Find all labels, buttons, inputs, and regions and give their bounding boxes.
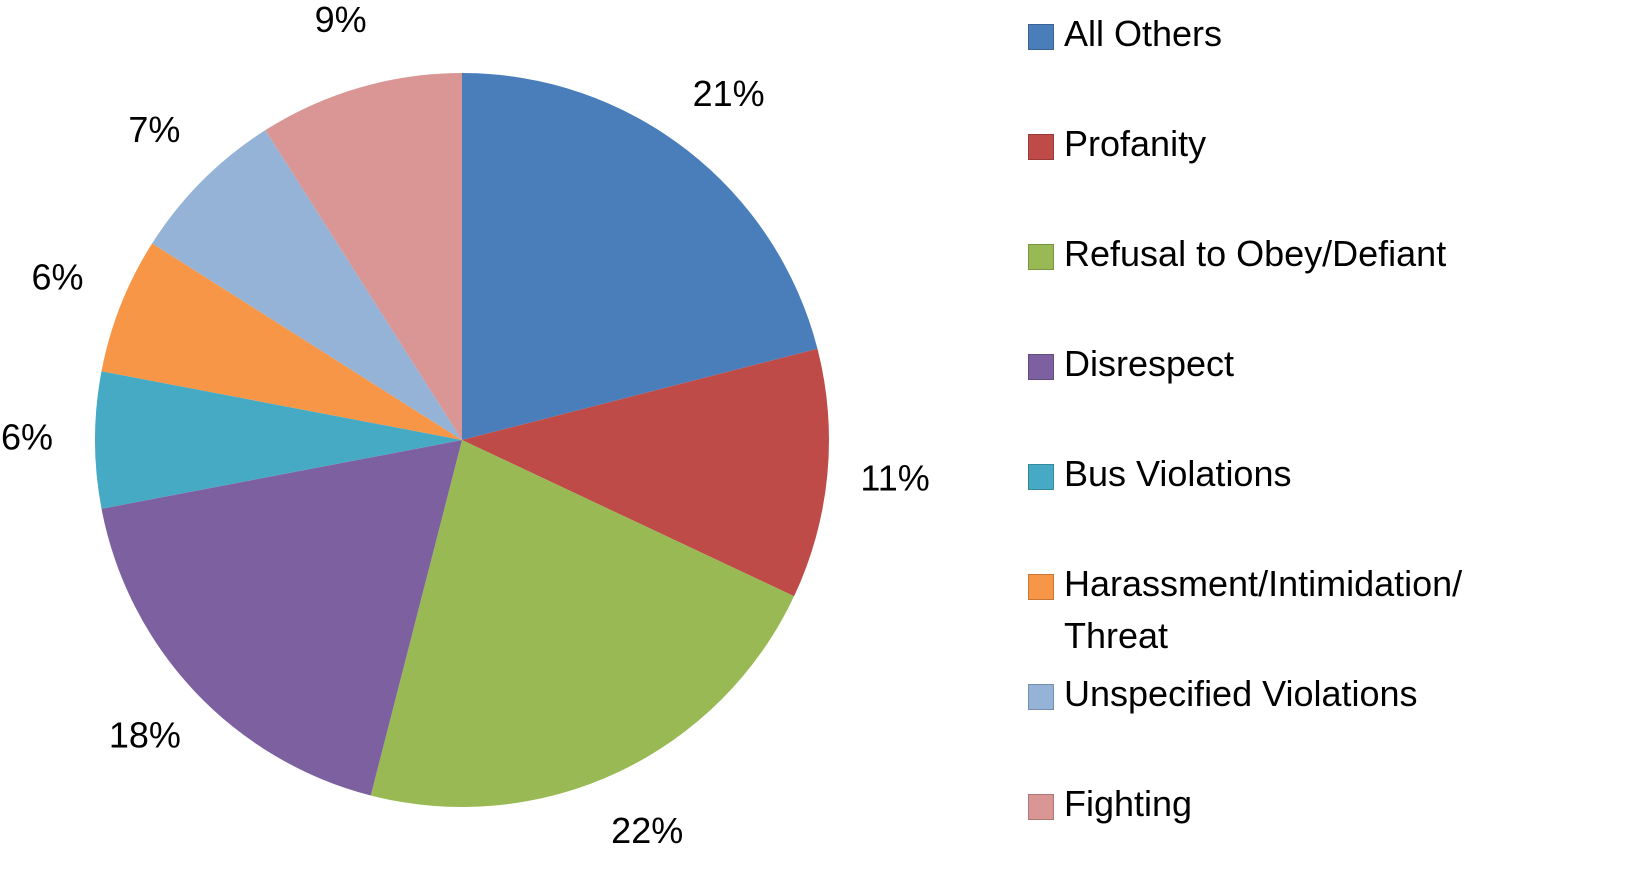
legend-label: Unspecified Violations [1064, 673, 1418, 714]
legend-label: Profanity [1064, 123, 1207, 164]
pie-slice [462, 348, 829, 597]
pie-slice [370, 440, 795, 807]
legend-swatch [1028, 244, 1054, 270]
legend-label: Refusal to Obey/Defiant [1064, 233, 1447, 274]
data-label: 7% [128, 109, 180, 150]
legend-label: Bus Violations [1064, 453, 1292, 494]
legend-item: Fighting [1028, 783, 1564, 830]
legend-label: Disrespect [1064, 343, 1235, 384]
pie-slice [462, 73, 818, 440]
data-label: 6% [32, 256, 84, 297]
legend-item: Unspecified Violations [1028, 673, 1564, 720]
data-label: 18% [109, 714, 181, 755]
data-label: 6% [1, 417, 53, 458]
chart: 21% 11% 22% 18% 6% 6% 7% 9% [1, 0, 930, 851]
legend-swatch [1028, 574, 1054, 600]
legend-item: Disrespect [1028, 343, 1564, 390]
legend-label: Fighting [1064, 783, 1193, 824]
legend-swatch [1028, 134, 1054, 160]
legend-swatch [1028, 794, 1054, 820]
legend-swatch [1028, 24, 1054, 50]
legend-item: Bus Violations [1028, 453, 1564, 500]
legend-item: All Others [1028, 13, 1564, 60]
data-label: 22% [611, 810, 683, 851]
legend-item: Harassment/Intimidation/ Threat [1028, 563, 1564, 662]
pie-slice [265, 73, 462, 440]
pie-slice [101, 243, 462, 440]
legend-label: All Others [1064, 13, 1223, 54]
data-label: 9% [315, 0, 367, 40]
data-label: 11% [860, 457, 929, 498]
pie-slice [101, 440, 462, 796]
data-label: 21% [693, 73, 765, 114]
legend-swatch [1028, 464, 1054, 490]
pie-slice [152, 130, 462, 440]
legend-item: Profanity [1028, 123, 1564, 170]
legend-label: Harassment/Intimidation/ Threat [1064, 563, 1463, 656]
pie-slice [95, 371, 463, 509]
legend-swatch [1028, 354, 1054, 380]
legend-item: Refusal to Obey/Defiant [1028, 233, 1564, 280]
legend-swatch [1028, 684, 1054, 710]
